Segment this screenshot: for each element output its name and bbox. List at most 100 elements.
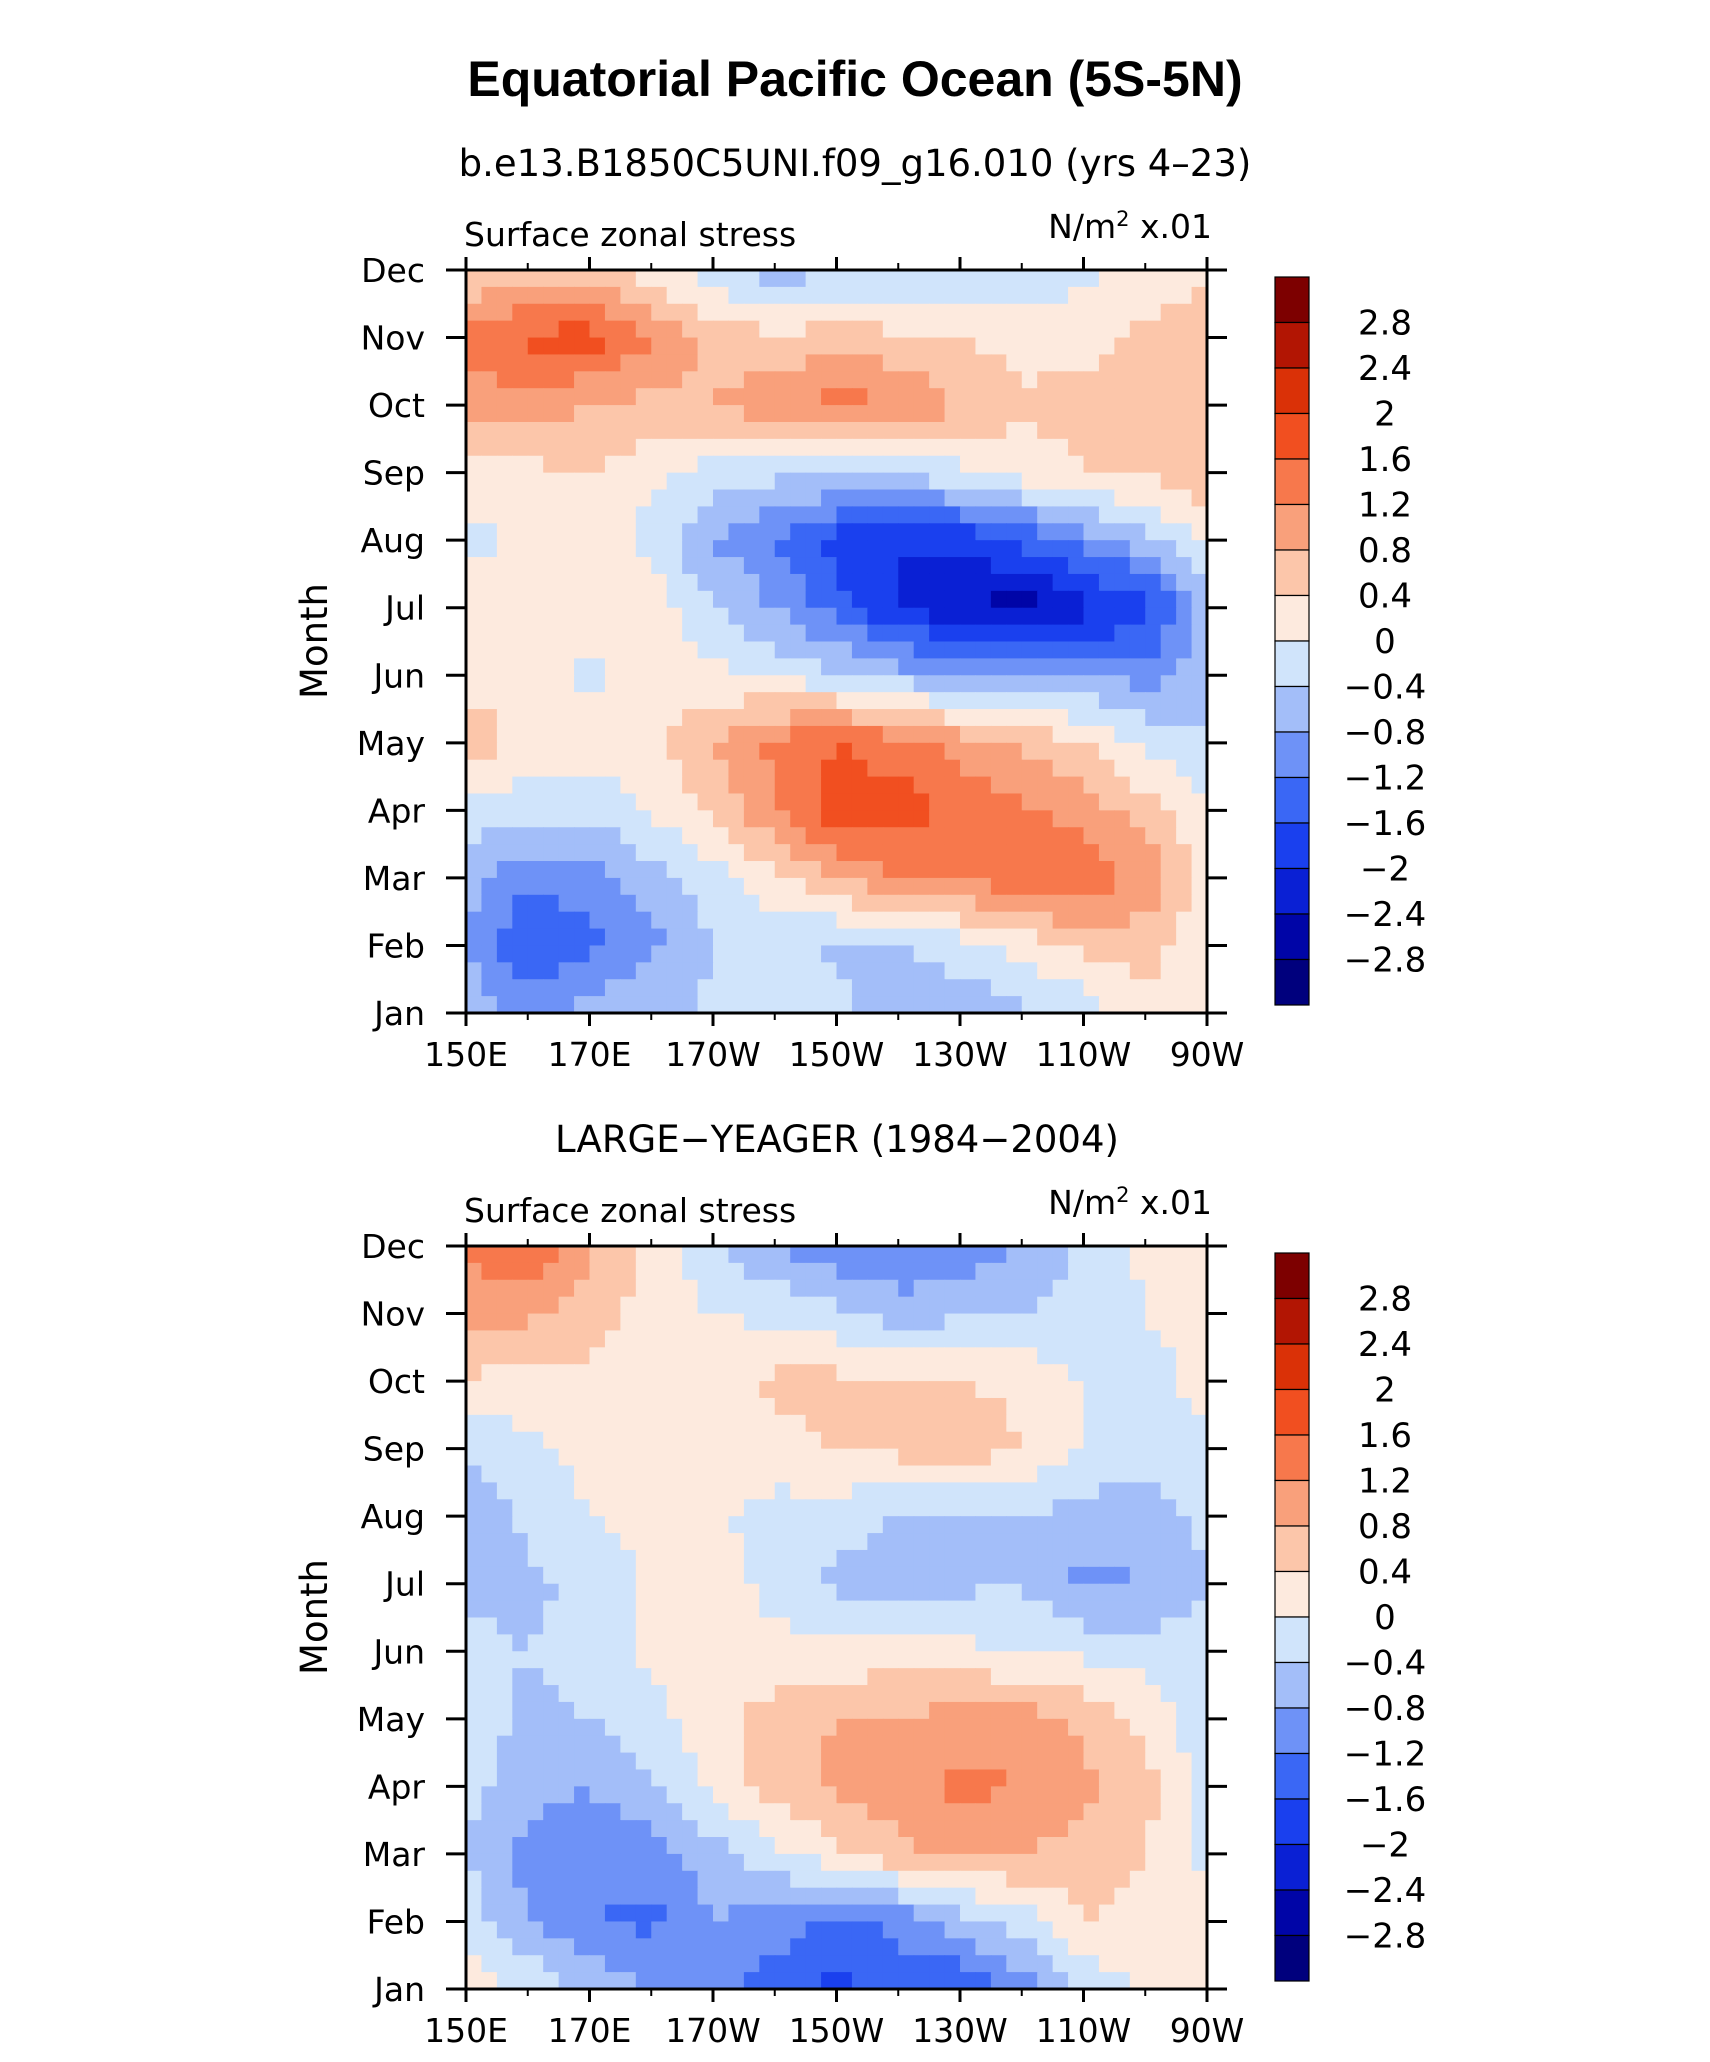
heatmap-cell	[574, 320, 591, 339]
heatmap-cell	[728, 1431, 745, 1450]
heatmap-cell	[1176, 523, 1193, 541]
heatmap-cell	[1176, 1482, 1193, 1500]
heatmap-cell	[774, 270, 791, 288]
heatmap-cell	[990, 1364, 1007, 1382]
heatmap-cell	[851, 1397, 868, 1416]
heatmap-cell	[1052, 573, 1069, 592]
heatmap-cell	[1098, 1853, 1115, 1872]
heatmap-cell	[1021, 1617, 1038, 1635]
heatmap-cell	[635, 1516, 652, 1534]
heatmap-cell	[697, 877, 714, 896]
heatmap-cell	[790, 894, 807, 913]
heatmap-cell	[574, 827, 591, 845]
heatmap-cell	[1145, 1803, 1162, 1821]
heatmap-cell	[759, 962, 776, 980]
heatmap-cell	[1145, 1262, 1162, 1281]
heatmap-cell	[682, 1600, 699, 1619]
heatmap-cell	[713, 1566, 730, 1585]
heatmap-cell	[1176, 1870, 1193, 1889]
heatmap-cell	[682, 405, 699, 423]
heatmap-cell	[898, 573, 915, 592]
heatmap-cell	[1145, 573, 1162, 592]
heatmap-cell	[774, 996, 791, 1013]
heatmap-cell	[1191, 337, 1207, 356]
heatmap-cell	[851, 725, 868, 744]
heatmap-cell	[1037, 405, 1054, 423]
heatmap-cell	[774, 1262, 791, 1281]
heatmap-cell	[1114, 793, 1131, 811]
heatmap-cell	[836, 1499, 853, 1517]
heatmap-cell	[1083, 1313, 1100, 1332]
heatmap-cell	[774, 1870, 791, 1889]
heatmap-cell	[1083, 1617, 1100, 1635]
heatmap-cell	[759, 557, 776, 575]
heatmap-cell	[821, 877, 838, 896]
heatmap-cell	[481, 1803, 498, 1821]
heatmap-cell	[466, 1701, 483, 1720]
heatmap-cell	[604, 1262, 621, 1281]
heatmap-cell	[975, 1431, 992, 1450]
heatmap-cell	[604, 844, 621, 862]
heatmap-cell	[790, 506, 807, 524]
heatmap-cell	[1145, 827, 1162, 845]
heatmap-cell	[635, 1566, 652, 1585]
heatmap-cell	[728, 1803, 745, 1821]
heatmap-cell	[1129, 979, 1146, 997]
heatmap-cell	[1098, 1600, 1115, 1619]
heatmap-cell	[1052, 725, 1069, 744]
heatmap-cell	[867, 1904, 884, 1923]
heatmap-cell	[805, 1448, 822, 1467]
heatmap-cell	[496, 540, 513, 558]
heatmap-cell	[666, 709, 683, 727]
heatmap-cell	[1114, 286, 1131, 305]
heatmap-cell	[1006, 1262, 1023, 1281]
heatmap-cell	[805, 438, 822, 457]
heatmap-cell	[929, 1448, 946, 1467]
heatmap-cell	[713, 421, 730, 440]
heatmap-cell	[790, 1769, 807, 1787]
heatmap-cell	[1021, 1431, 1038, 1450]
heatmap-cell	[1052, 793, 1069, 811]
heatmap-cell	[944, 1431, 961, 1450]
heatmap-cell	[1068, 1381, 1085, 1399]
heatmap-cell	[1021, 1583, 1038, 1602]
heatmap-cell	[836, 1769, 853, 1787]
heatmap-cell	[1006, 1465, 1023, 1484]
heatmap-cell	[1129, 337, 1146, 356]
heatmap-cell	[867, 962, 884, 980]
heatmap-cell	[666, 1887, 683, 1906]
heatmap-cell	[512, 1313, 529, 1332]
heatmap-cell	[558, 996, 575, 1013]
heatmap-cell	[589, 725, 606, 744]
heatmap-cell	[1021, 1381, 1038, 1399]
colorbar-label: −0.8	[1344, 713, 1427, 753]
heatmap-cell	[481, 303, 498, 322]
y-tick-label: May	[357, 1700, 425, 1739]
heatmap-cell	[697, 590, 714, 609]
heatmap-cell	[851, 1364, 868, 1382]
heatmap-cell	[805, 590, 822, 609]
heatmap-cell	[1145, 1600, 1162, 1619]
heatmap-cell	[1129, 624, 1146, 643]
heatmap-cell	[836, 709, 853, 727]
colorbar-label: 1.2	[1358, 1462, 1412, 1502]
heatmap-cell	[867, 1938, 884, 1956]
heatmap-cell	[620, 742, 637, 761]
heatmap-cell	[1098, 928, 1115, 947]
heatmap-cell	[867, 371, 884, 389]
heatmap-cell	[1068, 1938, 1085, 1956]
heatmap-cell	[1037, 1330, 1054, 1348]
heatmap-cell	[1068, 709, 1085, 727]
heatmap-cell	[1068, 962, 1085, 980]
heatmap-cell	[527, 1381, 544, 1399]
heatmap-cell	[527, 979, 544, 997]
heatmap-cell	[1021, 1414, 1038, 1433]
heatmap-cell	[790, 1347, 807, 1365]
heatmap-cell	[1068, 1431, 1085, 1450]
heatmap-cell	[604, 1769, 621, 1787]
heatmap-cell	[728, 320, 745, 339]
heatmap-cell	[1145, 337, 1162, 356]
heatmap-cell	[836, 1279, 853, 1298]
heatmap-cell	[697, 827, 714, 845]
colorbar-label: −2	[1360, 850, 1410, 890]
